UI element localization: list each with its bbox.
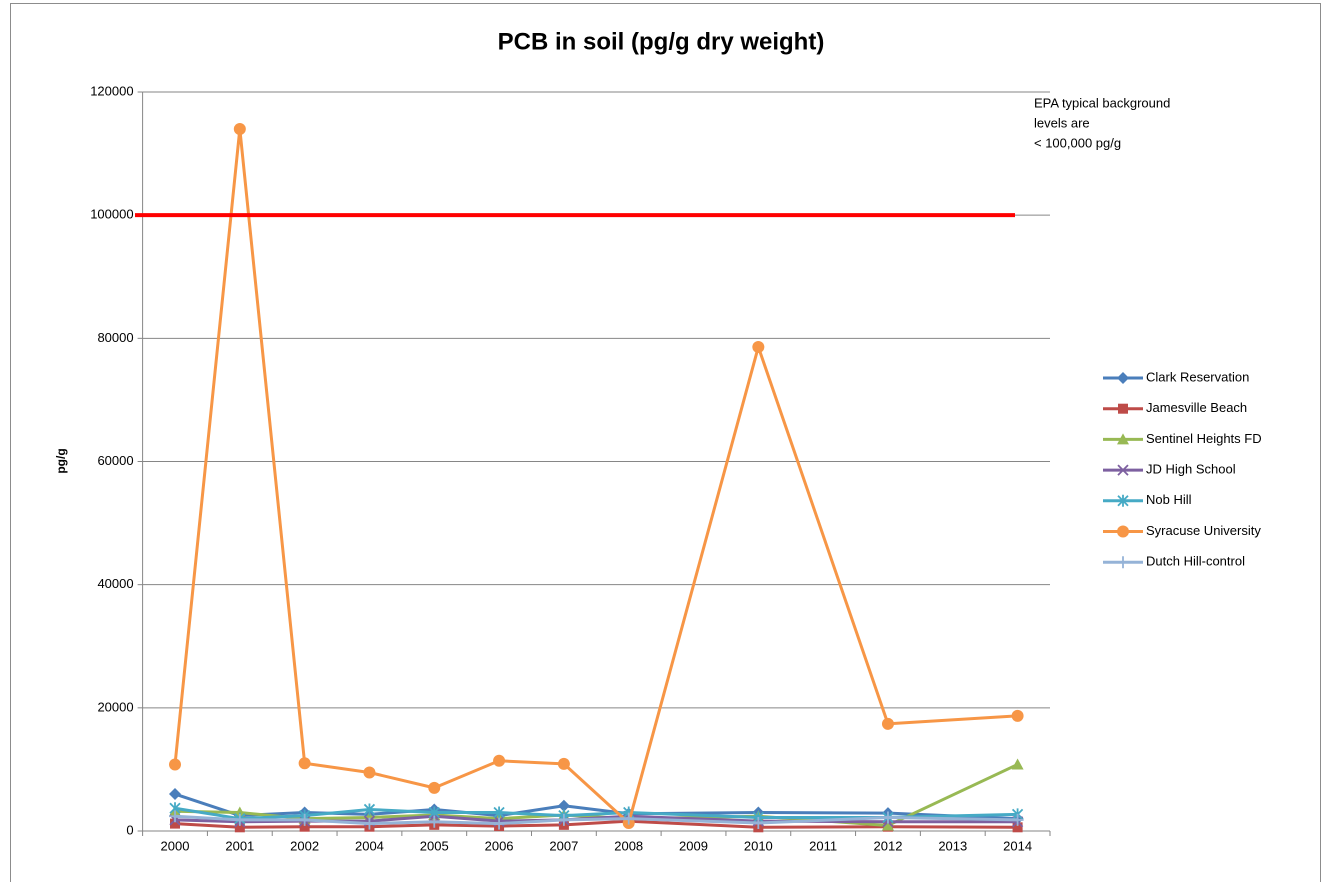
y-tick-label: 80000 (97, 330, 133, 345)
annotation: < 100,000 pg/g (1034, 135, 1121, 150)
marker (1117, 433, 1129, 445)
x-tick-label: 2014 (1003, 838, 1032, 853)
marker (169, 758, 182, 771)
y-tick-label: 120000 (90, 83, 133, 98)
marker (363, 817, 376, 830)
marker (1117, 372, 1129, 384)
gap-connector (887, 815, 1018, 822)
legend-label: Syracuse University (1146, 523, 1261, 538)
x-tick-label: 2004 (355, 838, 384, 853)
legend-item: Sentinel Heights FD (1103, 431, 1262, 446)
marker (363, 766, 376, 779)
x-tick-label: 2002 (290, 838, 319, 853)
chart-border (10, 3, 1321, 882)
marker (493, 806, 505, 819)
y-tick-label: 0 (126, 822, 133, 837)
marker (493, 817, 506, 830)
x-tick-label: 2005 (420, 838, 449, 853)
marker (1118, 403, 1128, 414)
x-tick-label: 2009 (679, 838, 708, 853)
x-tick-label: 2001 (225, 838, 254, 853)
marker (170, 818, 181, 829)
marker (1012, 822, 1023, 833)
y-tick-label: 20000 (97, 699, 133, 714)
x-tick-label: 2010 (744, 838, 773, 853)
marker (881, 811, 894, 824)
marker (428, 815, 441, 828)
marker (493, 754, 506, 767)
legend-item: Jamesville Beach (1103, 400, 1247, 415)
marker (299, 821, 310, 832)
marker (557, 813, 570, 826)
gap-connector (758, 811, 888, 815)
x-tick-label: 2000 (161, 838, 190, 853)
legend-label: Nob Hill (1146, 492, 1192, 507)
gap-connector (627, 346, 760, 824)
marker (1117, 464, 1129, 476)
y-tick-label: 40000 (97, 576, 133, 591)
marker (169, 810, 182, 823)
chart-title: PCB in soil (pg/g dry weight) (498, 28, 825, 55)
marker (363, 803, 376, 816)
marker (233, 813, 246, 826)
marker (1011, 813, 1024, 826)
marker (881, 717, 894, 730)
marker (428, 781, 441, 794)
gap-connector (756, 346, 890, 725)
marker (233, 122, 246, 135)
marker (298, 757, 311, 770)
gap-connector (887, 825, 1018, 829)
marker (1011, 709, 1024, 722)
y-tick-label: 60000 (97, 453, 133, 468)
marker (1117, 556, 1129, 569)
marker (557, 799, 570, 812)
gap-connector (887, 714, 1018, 726)
gap-connector (628, 814, 759, 823)
gap-connector (887, 763, 1019, 827)
legend-item: JD High School (1103, 462, 1236, 477)
gap-connector (758, 825, 888, 829)
marker (752, 340, 765, 353)
gap-connector (628, 819, 759, 829)
gap-connector (628, 817, 759, 825)
annotation: EPA typical background (1034, 95, 1170, 110)
legend-label: JD High School (1146, 462, 1236, 477)
legend-item: Dutch Hill-control (1103, 554, 1245, 569)
legend-item: Nob Hill (1103, 492, 1192, 507)
gap-connector (758, 815, 889, 825)
y-tick-label: 100000 (90, 207, 133, 222)
legend-label: Clark Reservation (1146, 369, 1249, 384)
marker (1011, 758, 1024, 770)
x-tick-label: 2011 (809, 838, 837, 853)
marker (622, 812, 635, 825)
x-tick-label: 2013 (938, 838, 967, 853)
marker (298, 813, 311, 826)
legend-label: Dutch Hill-control (1146, 554, 1245, 569)
y-axis-label: pg/g (54, 448, 68, 473)
gap-connector (628, 811, 759, 819)
annotation: levels are (1034, 115, 1090, 130)
legend-item: Syracuse University (1103, 523, 1261, 538)
marker (557, 757, 570, 770)
x-tick-label: 2006 (485, 838, 514, 853)
marker (1117, 494, 1129, 507)
legend-item: Clark Reservation (1103, 369, 1249, 384)
marker (1117, 525, 1129, 538)
x-tick-label: 2012 (874, 838, 903, 853)
marker (234, 822, 245, 833)
x-tick-label: 2008 (614, 838, 643, 853)
marker (881, 819, 894, 831)
marker (752, 816, 765, 829)
legend-label: Sentinel Heights FD (1146, 431, 1262, 446)
legend-label: Jamesville Beach (1146, 400, 1247, 415)
x-tick-label: 2007 (549, 838, 578, 853)
marker (169, 788, 182, 801)
